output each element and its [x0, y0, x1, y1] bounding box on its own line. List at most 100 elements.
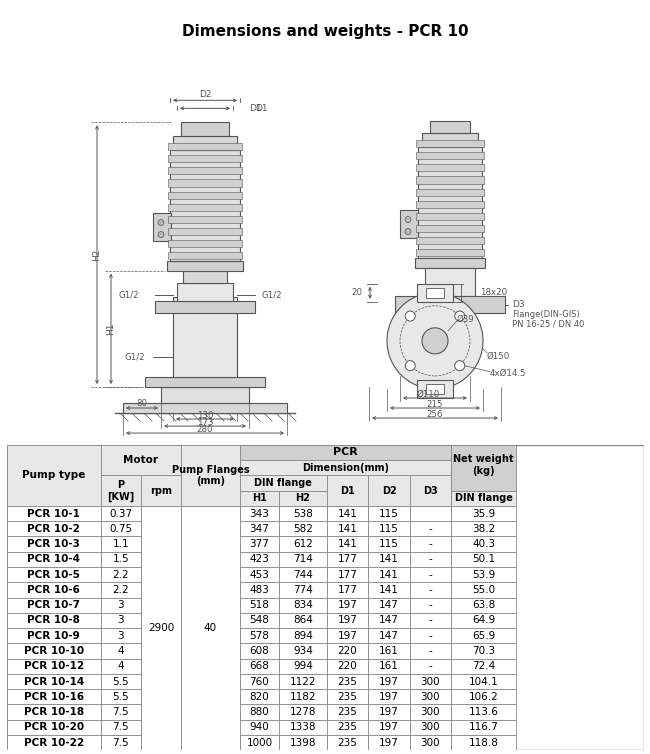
- Bar: [240, 689, 279, 704]
- Bar: [369, 659, 410, 674]
- Bar: [101, 719, 141, 735]
- Bar: [168, 167, 242, 174]
- Text: 113.6: 113.6: [469, 707, 499, 717]
- Text: PCR 10-8: PCR 10-8: [27, 615, 80, 626]
- Bar: [410, 537, 451, 552]
- Bar: [410, 628, 451, 643]
- Bar: [240, 674, 279, 689]
- Text: rpm: rpm: [150, 486, 172, 495]
- Bar: [451, 506, 516, 521]
- Text: 197: 197: [338, 630, 358, 641]
- Circle shape: [422, 328, 448, 354]
- Bar: [279, 597, 327, 613]
- Text: 55.0: 55.0: [472, 585, 495, 595]
- Text: 453: 453: [250, 569, 269, 580]
- Text: 141: 141: [338, 539, 358, 549]
- Text: 72.4: 72.4: [472, 661, 495, 671]
- Bar: [451, 613, 516, 628]
- Bar: [101, 521, 141, 537]
- Text: 38.2: 38.2: [472, 524, 495, 534]
- Text: 18x20: 18x20: [480, 288, 507, 297]
- Bar: [327, 582, 369, 597]
- Text: 864: 864: [293, 615, 313, 626]
- Bar: [327, 597, 369, 613]
- Bar: [101, 613, 141, 628]
- Text: -: -: [428, 585, 432, 595]
- Text: 518: 518: [250, 600, 269, 610]
- Circle shape: [455, 311, 465, 321]
- Bar: [327, 506, 369, 521]
- Bar: [240, 719, 279, 735]
- Text: 538: 538: [293, 508, 313, 519]
- Bar: [327, 613, 369, 628]
- Bar: [410, 689, 451, 704]
- Bar: [279, 704, 327, 719]
- Text: 300: 300: [421, 707, 440, 717]
- Bar: [451, 597, 516, 613]
- Bar: [101, 475, 141, 506]
- Bar: [410, 506, 451, 521]
- Bar: [181, 506, 240, 750]
- Text: 235: 235: [338, 691, 358, 702]
- Bar: [415, 258, 485, 268]
- Text: 300: 300: [421, 691, 440, 702]
- Bar: [451, 704, 516, 719]
- Bar: [395, 296, 505, 313]
- Bar: [451, 521, 516, 537]
- Text: 147: 147: [379, 630, 399, 641]
- Bar: [410, 704, 451, 719]
- Bar: [327, 537, 369, 552]
- Text: PCR 10-3: PCR 10-3: [27, 539, 80, 549]
- Bar: [101, 567, 141, 582]
- Bar: [410, 521, 451, 537]
- Bar: [6, 659, 101, 674]
- Bar: [168, 204, 242, 210]
- Text: 3: 3: [118, 630, 124, 641]
- Bar: [168, 155, 242, 162]
- Text: PCR 10-20: PCR 10-20: [23, 722, 84, 732]
- Text: 300: 300: [421, 722, 440, 732]
- Text: 141: 141: [379, 554, 399, 565]
- Bar: [410, 613, 451, 628]
- Text: 53.9: 53.9: [472, 569, 495, 580]
- Text: H1: H1: [252, 493, 267, 504]
- Bar: [6, 704, 101, 719]
- Bar: [410, 659, 451, 674]
- Bar: [240, 491, 279, 506]
- Text: 1000: 1000: [246, 737, 272, 748]
- Text: Dimension(mm): Dimension(mm): [302, 463, 389, 473]
- Text: PCR 10-12: PCR 10-12: [23, 661, 84, 671]
- Bar: [451, 659, 516, 674]
- Bar: [416, 176, 484, 183]
- Text: 940: 940: [250, 722, 269, 732]
- Bar: [279, 643, 327, 659]
- Bar: [369, 552, 410, 567]
- Text: 64.9: 64.9: [472, 615, 495, 626]
- Bar: [279, 582, 327, 597]
- Bar: [451, 537, 516, 552]
- Text: Pump type: Pump type: [22, 470, 85, 480]
- Text: D3: D3: [512, 300, 525, 309]
- Text: 197: 197: [379, 722, 399, 732]
- Bar: [327, 567, 369, 582]
- Bar: [101, 735, 141, 750]
- Bar: [168, 179, 242, 186]
- Bar: [430, 121, 470, 133]
- Text: D3: D3: [423, 486, 438, 495]
- Text: -: -: [428, 615, 432, 626]
- Bar: [416, 140, 484, 148]
- Bar: [240, 521, 279, 537]
- Bar: [410, 552, 451, 567]
- Text: DIN flange: DIN flange: [254, 478, 312, 488]
- Bar: [181, 445, 240, 506]
- Bar: [410, 643, 451, 659]
- Bar: [451, 674, 516, 689]
- Text: PCR 10-6: PCR 10-6: [27, 585, 80, 595]
- Bar: [410, 597, 451, 613]
- Text: 300: 300: [421, 676, 440, 687]
- Text: 161: 161: [379, 661, 399, 671]
- Text: 70.3: 70.3: [472, 646, 495, 656]
- Bar: [451, 643, 516, 659]
- Bar: [279, 506, 327, 521]
- Text: -: -: [428, 600, 432, 610]
